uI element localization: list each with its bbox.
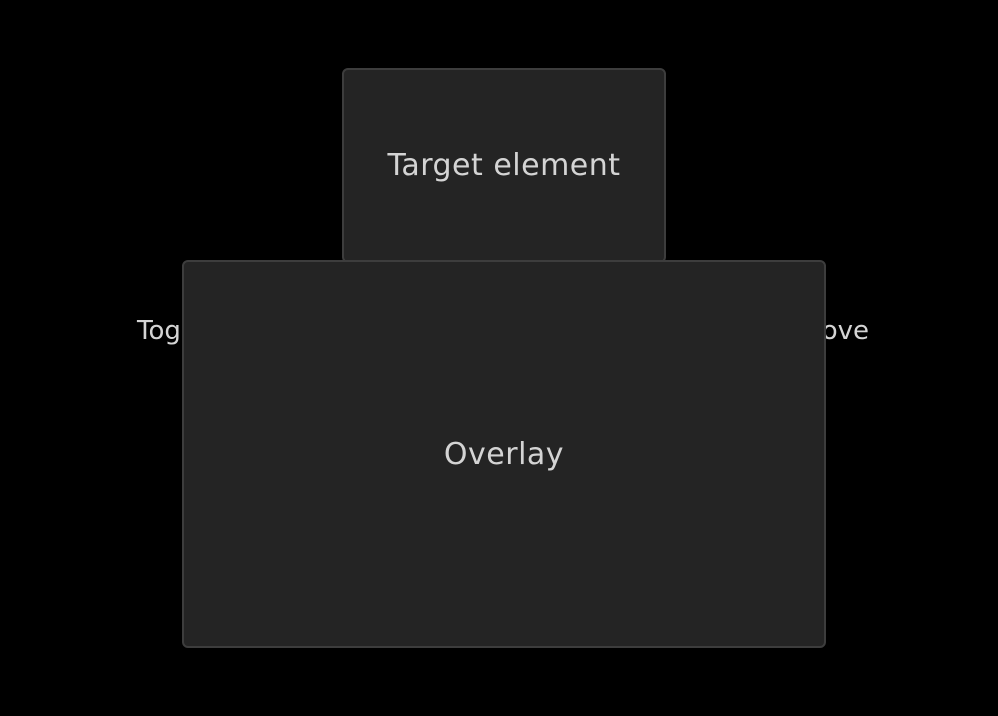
target-element[interactable]: Target element [342,68,666,263]
toggle-text-left-fragment: Tog [137,316,181,346]
target-element-label: Target element [387,148,621,183]
toggle-text-behind-overlay: Tog ove [137,312,869,350]
overlay-label: Overlay [443,436,565,472]
overlay-panel[interactable]: Overlay [182,260,826,648]
toggle-text-right-fragment: ove [821,316,869,346]
